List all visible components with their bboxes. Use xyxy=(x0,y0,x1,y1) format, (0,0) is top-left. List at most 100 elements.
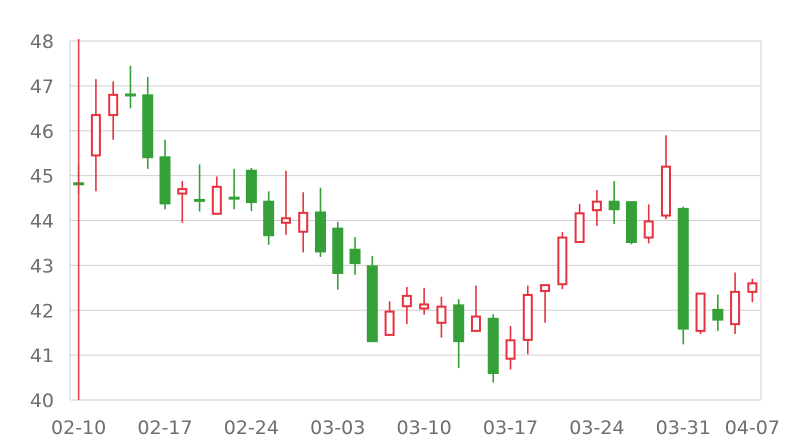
candle-04-02 xyxy=(712,294,724,331)
y-tick-label: 48 xyxy=(30,31,54,53)
candle-body xyxy=(280,217,291,224)
candle-03-13 xyxy=(470,285,481,332)
candle-02-14 xyxy=(142,76,154,169)
candle-body xyxy=(470,315,481,332)
candle-03-21 xyxy=(574,203,585,244)
candle-body xyxy=(211,185,222,215)
candle-03-06 xyxy=(384,301,395,336)
x-tick-label: 03-17 xyxy=(483,417,538,439)
candle-02-28 xyxy=(314,187,326,257)
candle-body xyxy=(625,201,637,243)
candle-body xyxy=(730,290,741,326)
candle-body xyxy=(712,308,724,321)
y-tick-label: 44 xyxy=(30,211,54,233)
candle-03-07 xyxy=(401,286,412,325)
y-tick-label: 46 xyxy=(30,121,54,143)
candle-body xyxy=(159,156,171,205)
candle-body xyxy=(298,211,309,233)
candles xyxy=(73,65,758,383)
candle-02-20 xyxy=(211,176,222,215)
candle-body xyxy=(142,94,154,159)
candle-body xyxy=(401,294,412,308)
candle-03-04 xyxy=(349,237,361,275)
candle-body xyxy=(419,303,430,310)
candle-body xyxy=(436,305,447,324)
y-axis-labels: 40 41 42 43 44 45 46 47 48 xyxy=(30,31,54,412)
candle-body xyxy=(505,339,516,360)
candle-02-17 xyxy=(159,139,171,210)
candle-02-25 xyxy=(263,191,275,245)
candle-body xyxy=(695,292,706,332)
candle-02-11 xyxy=(90,79,101,192)
candle-body xyxy=(349,248,361,265)
candle-body xyxy=(522,293,533,341)
candle-04-03 xyxy=(730,272,741,335)
candle-02-13 xyxy=(124,65,136,109)
candle-body xyxy=(90,114,101,157)
candle-03-25 xyxy=(608,181,620,225)
candle-body xyxy=(332,227,344,274)
grid-lines xyxy=(69,40,762,401)
candle-03-27 xyxy=(643,204,654,244)
x-axis-labels: 02-10 02-17 02-24 03-03 03-10 03-17 03-24 03-31… xyxy=(51,417,780,439)
candle-03-14 xyxy=(487,314,499,383)
candle-body xyxy=(263,200,275,237)
candle-03-12 xyxy=(453,299,465,369)
candle-04-07 xyxy=(747,278,758,303)
candle-body xyxy=(574,212,585,244)
candle-body xyxy=(591,200,602,212)
candle-03-20 xyxy=(557,232,568,290)
candle-body xyxy=(747,282,758,293)
candle-03-24 xyxy=(591,189,602,226)
y-tick-label: 47 xyxy=(30,76,54,98)
candle-02-24 xyxy=(245,167,257,212)
y-tick-label: 45 xyxy=(30,166,54,188)
x-tick-label: 03-03 xyxy=(310,417,365,439)
x-tick-label: 03-31 xyxy=(656,417,711,439)
candle-03-28 xyxy=(660,135,671,220)
candle-02-18 xyxy=(177,181,188,223)
x-tick-label: 02-10 xyxy=(51,417,106,439)
candle-body xyxy=(557,236,568,286)
candle-body xyxy=(608,200,620,211)
y-tick-label: 42 xyxy=(30,300,54,322)
y-tick-label: 43 xyxy=(30,255,54,277)
candle-02-12 xyxy=(108,81,119,140)
candle-03-31 xyxy=(677,206,689,345)
candle-body xyxy=(108,93,119,117)
candle-02-27 xyxy=(298,192,309,253)
candle-body xyxy=(366,265,378,343)
candle-body xyxy=(245,169,257,204)
candle-body xyxy=(194,198,206,202)
candle-body xyxy=(384,310,395,336)
y-tick-label: 40 xyxy=(30,390,54,412)
candle-body xyxy=(453,304,465,343)
x-tick-label: 03-10 xyxy=(397,417,452,439)
candle-body xyxy=(540,284,551,292)
candle-body xyxy=(124,93,136,97)
x-tick-label: 03-24 xyxy=(569,417,624,439)
x-tick-label: 02-17 xyxy=(137,417,192,439)
candle-03-11 xyxy=(436,296,447,338)
candle-02-26 xyxy=(280,170,291,235)
candle-02-21 xyxy=(228,168,240,210)
candle-body xyxy=(177,188,188,195)
candle-04-01 xyxy=(695,292,706,335)
candle-body xyxy=(643,220,654,239)
candle-03-03 xyxy=(332,221,344,290)
candle-body xyxy=(487,317,499,375)
candle-body xyxy=(677,207,689,330)
x-tick-label: 04-07 xyxy=(725,417,780,439)
x-tick-label: 02-24 xyxy=(224,417,279,439)
candle-body xyxy=(228,196,240,200)
candle-03-10 xyxy=(419,287,430,315)
y-tick-label: 41 xyxy=(30,345,54,367)
candle-body xyxy=(660,165,671,217)
candle-03-26 xyxy=(625,201,637,245)
candle-02-19 xyxy=(194,164,206,212)
candle-03-19 xyxy=(540,284,551,323)
candle-03-18 xyxy=(522,285,533,355)
candle-03-05 xyxy=(366,255,378,343)
candle-body xyxy=(314,211,326,253)
